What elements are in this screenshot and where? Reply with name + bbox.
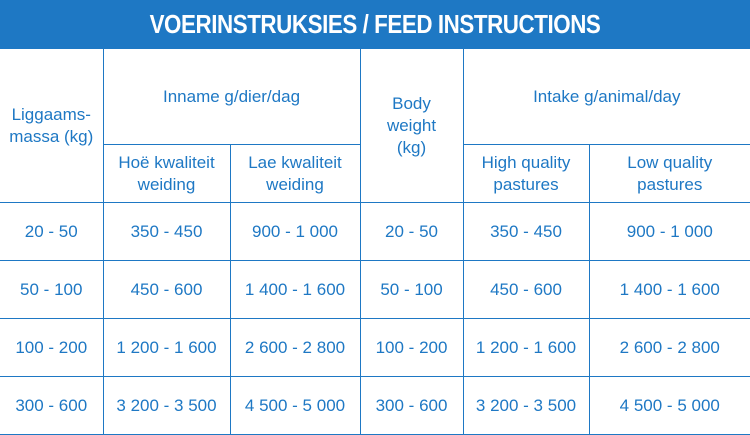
cell-high-quality-en: 3 200 - 3 500 [462, 376, 590, 435]
header-high-quality-af-line-1: Hoë kwaliteit [118, 152, 215, 172]
cell-body-mass: 300 - 600 [0, 376, 104, 435]
cell-high-quality-en: 350 - 450 [462, 202, 590, 261]
title-banner: VOERINSTRUKSIES / FEED INSTRUCTIONS [0, 0, 750, 48]
header-high-quality-en-line-2: pastures [493, 174, 559, 194]
cell-low-quality-en: 2 600 - 2 800 [588, 318, 750, 377]
header-low-quality-af-line-2: weiding [266, 174, 324, 194]
header-intake-group-en: Intake g/animal/day [462, 48, 750, 145]
header-row-2: Hoë kwaliteit weiding Lae kwaliteit weid… [0, 144, 750, 203]
header-body-mass-af: Liggaams- massa (kg) [0, 48, 104, 203]
cell-high-quality: 350 - 450 [102, 202, 231, 261]
cell-low-quality-en: 1 400 - 1 600 [588, 260, 750, 319]
header-low-quality-en-line-2: pastures [637, 174, 703, 194]
cell-low-quality-en: 900 - 1 000 [588, 202, 750, 261]
header-body-weight-en-line-1: Body [392, 93, 431, 113]
cell-body-mass: 20 - 50 [0, 202, 104, 261]
header-low-quality-en-line-1: Low quality [627, 152, 713, 172]
header-body-weight-en-line-3: (kg) [396, 137, 427, 157]
page-title: VOERINSTRUKSIES / FEED INSTRUCTIONS [52, 0, 698, 48]
cell-body-weight: 300 - 600 [359, 376, 464, 435]
table-row: 100 - 200 1 200 - 1 600 2 600 - 2 800 10… [0, 318, 750, 377]
cell-body-weight: 100 - 200 [359, 318, 464, 377]
header-low-quality-en: Low quality pastures [588, 144, 750, 203]
cell-body-weight: 20 - 50 [359, 202, 464, 261]
header-body-mass-af-line-2: massa (kg) [9, 126, 94, 146]
cell-high-quality: 450 - 600 [102, 260, 231, 319]
cell-low-quality: 900 - 1 000 [229, 202, 361, 261]
header-high-quality-af-line-2: weiding [137, 174, 196, 194]
header-body-weight-en-line-2: weight [386, 115, 437, 135]
header-body-weight-en: Body weight (kg) [359, 48, 464, 203]
table-row: 300 - 600 3 200 - 3 500 4 500 - 5 000 30… [0, 376, 750, 435]
header-body-mass-af-line-1: Liggaams- [11, 104, 91, 124]
header-intake-group-af: Inname g/dier/dag [102, 48, 361, 145]
header-low-quality-af-line-1: Lae kwaliteit [248, 152, 342, 172]
cell-low-quality: 2 600 - 2 800 [229, 318, 361, 377]
cell-body-mass: 50 - 100 [0, 260, 104, 319]
cell-high-quality: 3 200 - 3 500 [102, 376, 231, 435]
cell-low-quality: 1 400 - 1 600 [229, 260, 361, 319]
header-high-quality-en-line-1: High quality [481, 152, 571, 172]
cell-body-weight: 50 - 100 [359, 260, 464, 319]
table-row: 20 - 50 350 - 450 900 - 1 000 20 - 50 35… [0, 202, 750, 261]
header-high-quality-en: High quality pastures [462, 144, 590, 203]
table-row: 50 - 100 450 - 600 1 400 - 1 600 50 - 10… [0, 260, 750, 319]
header-low-quality-af: Lae kwaliteit weiding [229, 144, 361, 203]
cell-high-quality: 1 200 - 1 600 [102, 318, 231, 377]
cell-high-quality-en: 450 - 600 [462, 260, 590, 319]
header-high-quality-af: Hoë kwaliteit weiding [103, 144, 231, 203]
cell-low-quality: 4 500 - 5 000 [229, 376, 361, 435]
cell-body-mass: 100 - 200 [0, 318, 104, 377]
cell-high-quality-en: 1 200 - 1 600 [462, 318, 590, 377]
header-row-1: Liggaams- massa (kg) Inname g/dier/dag B… [0, 48, 750, 203]
cell-low-quality-en: 4 500 - 5 000 [588, 376, 750, 435]
feed-table: Liggaams- massa (kg) Inname g/dier/dag B… [0, 48, 750, 435]
